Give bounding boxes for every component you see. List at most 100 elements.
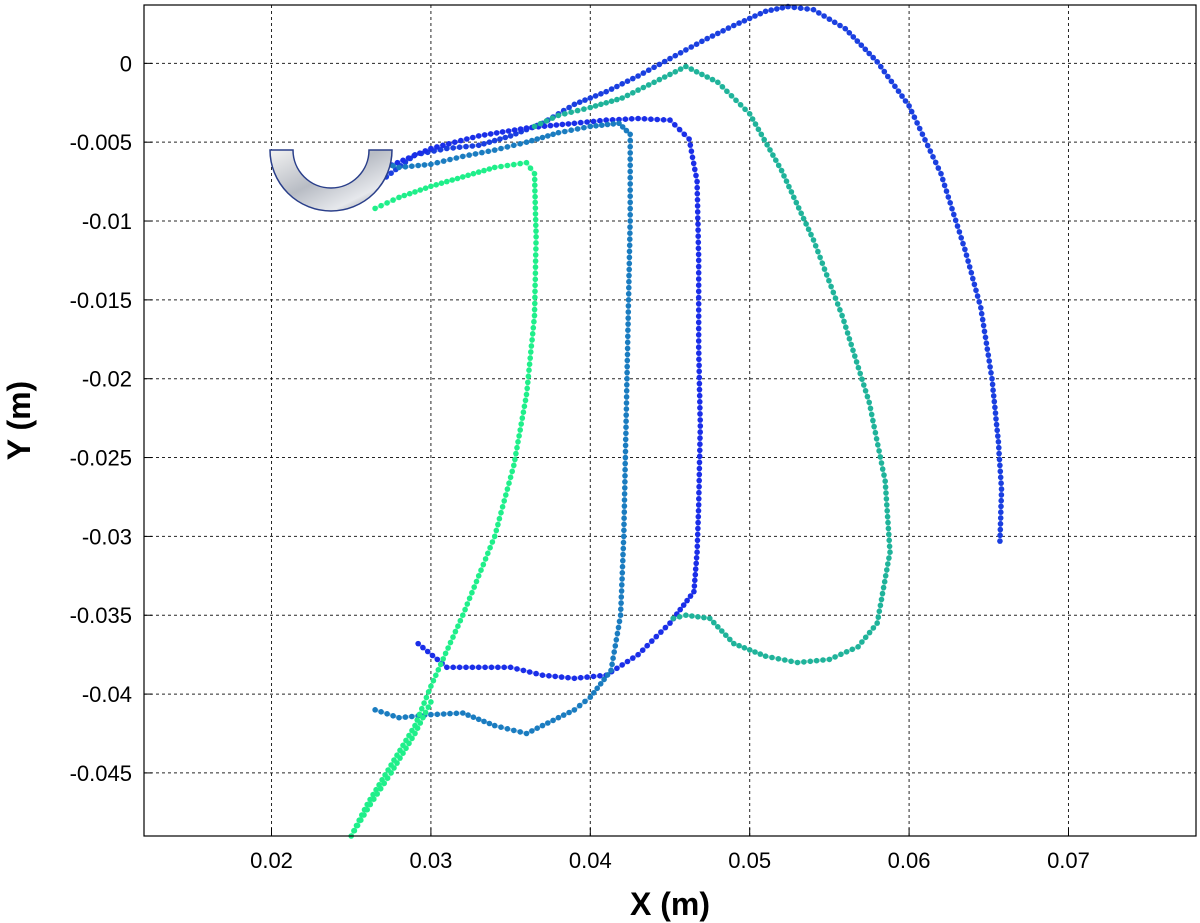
trajectory-point [630,75,636,82]
trajectory-point [881,68,888,75]
trajectory-point [531,176,538,183]
trajectory-point [742,106,748,113]
trajectory-point [571,707,578,713]
trajectory-point [627,131,633,138]
trajectory-point [619,81,625,87]
trajectory-point [989,375,995,382]
trajectory-point [425,689,432,695]
trajectory-point [469,664,476,671]
trajectory-point [736,20,742,26]
trajectory-point [421,700,427,706]
trajectory-point [614,83,620,90]
trajectory-point [980,322,987,329]
trajectory-point [565,674,571,681]
trajectory-point [672,69,679,75]
trajectory-point [364,806,371,813]
trajectory-point [531,312,538,319]
trajectory-point [966,264,973,270]
trajectory-point [837,22,843,29]
trajectory-point [415,162,422,169]
trajectory-point [768,7,774,13]
trajectory-point [773,157,779,163]
trajectory-point [469,589,475,596]
trajectory-series-4 [531,63,893,666]
trajectory-point [440,142,446,149]
trajectory-point [462,606,468,613]
trajectory-point [481,718,487,725]
trajectory-point [870,625,877,631]
trajectory-point [696,368,702,375]
trajectory-point [695,508,702,514]
trajectory-point [994,427,1000,434]
trajectory-point [694,209,701,215]
trajectory-point [906,103,912,109]
trajectory-point [446,141,452,147]
trajectory-point [696,392,703,399]
trajectory-point [696,459,703,466]
trajectory-point [437,661,444,668]
trajectory-point [695,319,702,326]
trajectory-point [832,295,839,302]
trajectory-point [882,484,889,490]
trajectory-point [870,54,876,61]
trajectory-point [504,486,511,492]
trajectory-point [978,305,984,311]
trajectory-point [549,115,556,121]
trajectory-point [559,121,566,128]
trajectory-point [986,358,992,364]
trajectory-point [885,525,892,532]
trajectory-point [660,117,667,123]
trajectory-point [541,123,548,129]
trajectory-line [385,5,1004,542]
trajectory-point [532,288,538,295]
trajectory-point [626,260,633,267]
trajectory-point [667,55,673,62]
trajectory-point [662,624,669,631]
trajectory-point [817,254,823,261]
trajectory-point [562,111,568,117]
trajectory-point [640,70,647,76]
trajectory-point [622,436,629,443]
trajectory-point [597,117,603,124]
trajectory-line [374,121,632,736]
trajectory-point [690,160,697,167]
trajectory-series-2 [383,115,704,682]
trajectory-point [686,136,692,142]
trajectory-point [871,423,877,430]
trajectory-point [715,79,721,86]
trajectory-point [486,166,493,172]
trajectory-point [624,357,631,364]
trajectory-point [533,234,539,240]
trajectory-point [414,725,421,731]
trajectory-point [859,639,865,645]
trajectory-point [859,376,865,383]
trajectory-point [486,139,493,145]
trajectory-point [402,714,409,720]
trajectory-point [445,645,451,651]
trajectory-point [828,283,834,290]
trajectory-point [670,615,676,622]
trajectory-point [884,508,890,514]
trajectory-point [695,338,702,344]
trajectory-point [470,714,477,720]
trajectory-point [533,670,539,677]
trajectory-point [402,164,409,170]
trajectory-point [627,212,633,218]
trajectory-point [394,760,400,766]
trajectory-point [498,509,504,516]
trajectory-point [475,716,482,723]
trajectory-point [938,170,944,177]
trajectory-point [683,47,689,53]
trajectory-point [470,134,476,141]
trajectory-point [533,240,539,246]
trajectory-point [803,221,809,227]
trajectory-point [463,664,469,671]
trajectory-point [621,515,627,521]
trajectory-point [877,602,884,609]
trajectory-point [752,121,759,127]
trajectory-point [506,480,512,487]
trajectory-point [699,38,705,45]
trajectory-point [532,258,539,264]
trajectory-point [798,210,804,217]
trajectory-point [623,418,629,425]
